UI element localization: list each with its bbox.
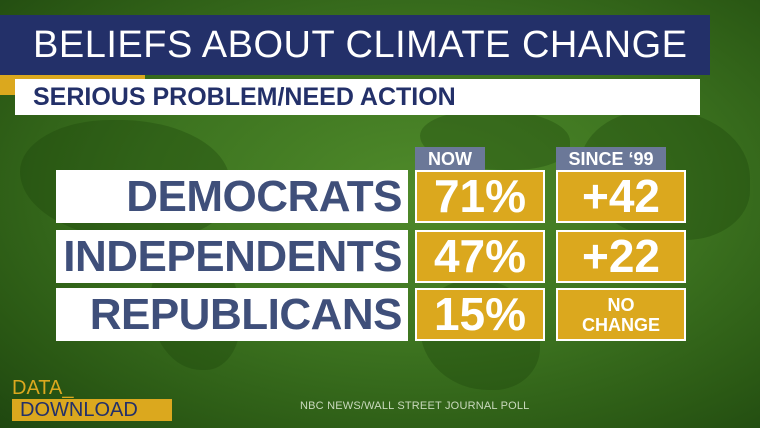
title-accent [0, 15, 15, 75]
page-title: BELIEFS ABOUT CLIMATE CHANGE [15, 15, 710, 75]
gold-accent-line [15, 75, 145, 79]
no-change-line2: CHANGE [581, 315, 660, 335]
value-now-independents: 47% [415, 230, 545, 283]
row-label-independents: INDEPENDENTS [56, 230, 408, 283]
page-subtitle: SERIOUS PROBLEM/NEED ACTION [15, 79, 700, 115]
brand-logo-data: DATA_ [12, 377, 74, 399]
value-since-republicans: NO CHANGE [556, 288, 686, 341]
source-credit: NBC NEWS/WALL STREET JOURNAL POLL [300, 400, 530, 412]
gold-accent-side [0, 75, 15, 95]
row-label-democrats: DEMOCRATS [56, 170, 408, 223]
value-now-democrats: 71% [415, 170, 545, 223]
no-change-line1: NO [607, 295, 635, 315]
value-since-independents: +22 [556, 230, 686, 283]
row-label-republicans: REPUBLICANS [56, 288, 408, 341]
column-header-now: NOW [415, 147, 485, 171]
value-since-democrats: +42 [556, 170, 686, 223]
value-now-republicans: 15% [415, 288, 545, 341]
column-header-since: SINCE ‘99 [556, 147, 666, 171]
brand-logo-download: DOWNLOAD [12, 399, 172, 421]
